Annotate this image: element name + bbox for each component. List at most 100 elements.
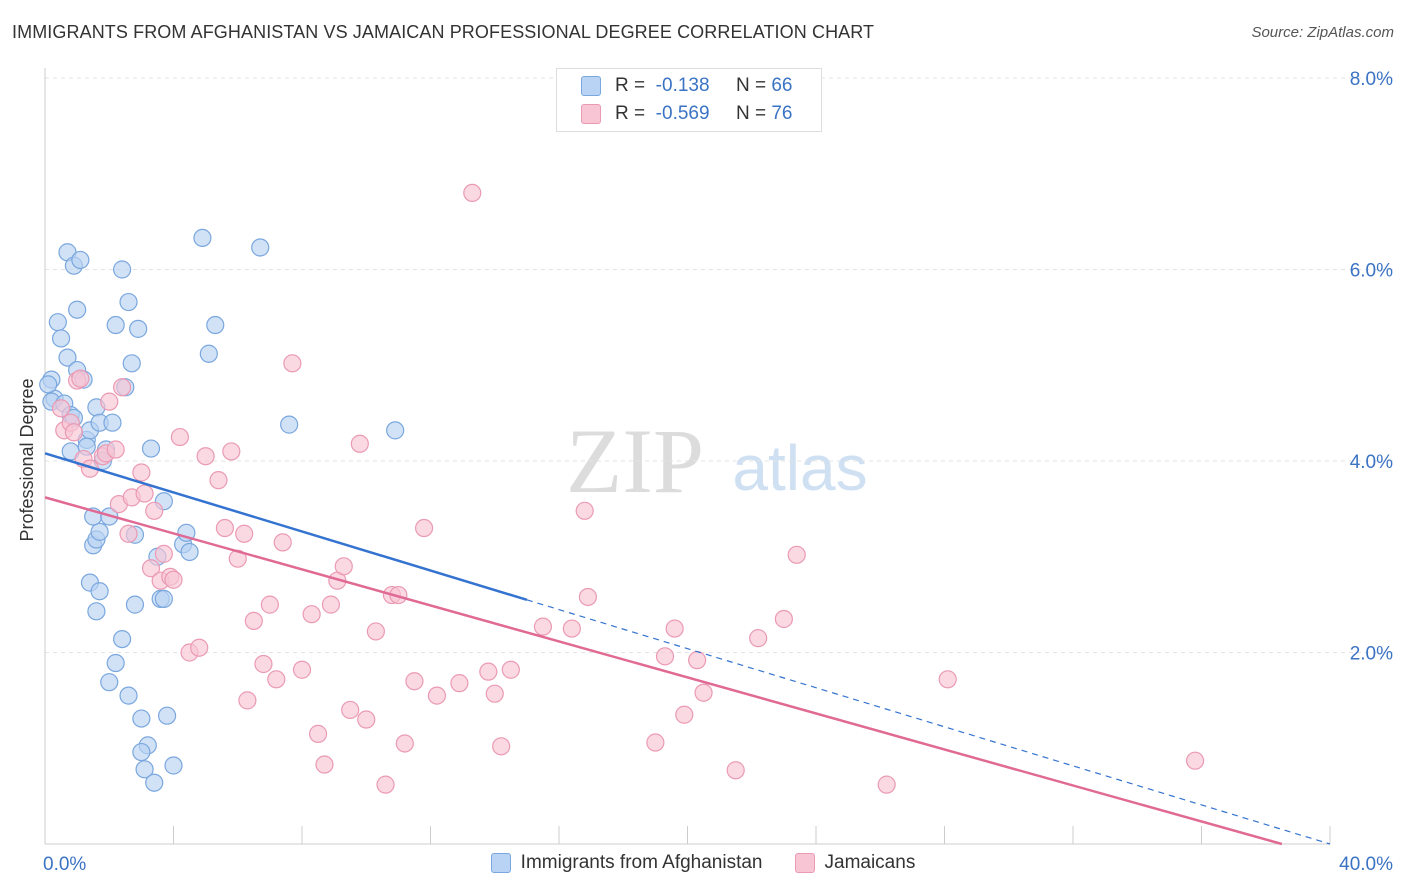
afghanistan-point	[58, 348, 77, 367]
jamaican-point	[646, 733, 665, 752]
r-value: -0.569	[655, 103, 710, 124]
jamaican-point	[877, 775, 896, 794]
afghanistan-point	[119, 292, 138, 312]
jamaican-point	[774, 609, 793, 629]
jamaican-trend-line	[44, 496, 1283, 846]
x-tick-label: 40.0%	[1339, 854, 1393, 875]
afghanistan-point	[125, 595, 145, 614]
watermark-zip: ZIP	[566, 410, 704, 512]
jamaican-point	[414, 518, 434, 538]
y-tick-label: 6.0%	[1350, 261, 1393, 282]
jamaican-point	[112, 378, 132, 397]
afghanistan-point	[90, 522, 109, 541]
jamaican-point	[196, 447, 215, 466]
jamaican-point	[100, 392, 119, 411]
afghanistan-point	[206, 315, 225, 335]
pink-swatch	[794, 853, 815, 873]
jamaican-point	[492, 737, 511, 756]
blue-swatch	[581, 76, 601, 96]
jamaican-point	[485, 684, 504, 703]
legend-item-jamaicans: Jamaicans	[794, 852, 916, 874]
jamaican-point	[170, 427, 190, 447]
jamaican-point	[71, 369, 90, 388]
jamaican-point	[244, 611, 263, 631]
jamaican-point	[292, 660, 312, 679]
afghanistan-point	[71, 250, 90, 270]
y-tick-label: 4.0%	[1350, 452, 1393, 473]
afghanistan-point	[145, 773, 164, 792]
afghanistan-point	[157, 706, 177, 725]
jamaican-point	[321, 595, 341, 614]
jamaican-point	[575, 501, 594, 520]
jamaican-point	[273, 533, 292, 552]
jamaican-point	[376, 775, 395, 794]
jamaican-point	[675, 705, 694, 724]
afghanistan-point	[141, 439, 161, 458]
x-tick-label: 0.0%	[43, 854, 86, 875]
r-label: R =	[615, 75, 646, 96]
jamaican-point	[154, 544, 173, 563]
n-label: N =	[735, 103, 767, 124]
correlation-legend: R = -0.138 N = 66 R = -0.569 N = 76	[556, 68, 822, 132]
legend-row-pink: R = -0.569 N = 76	[581, 101, 792, 127]
afghanistan-point	[132, 709, 151, 728]
jamaican-point	[1185, 751, 1205, 770]
jamaican-point	[533, 617, 553, 636]
jamaican-point	[463, 183, 482, 202]
afghanistan-point	[164, 756, 183, 775]
jamaican-point	[141, 559, 161, 578]
jamaican-point	[694, 683, 713, 702]
jamaican-point	[501, 660, 520, 679]
jamaican-point	[688, 651, 707, 670]
jamaican-point	[267, 670, 286, 689]
jamaican-point	[302, 605, 321, 624]
afghanistan-point	[106, 653, 125, 673]
afghanistan-trend-line	[44, 452, 528, 602]
watermark-atlas: atlas	[732, 432, 867, 504]
afghanistan-point	[119, 686, 138, 705]
jamaican-point	[787, 545, 806, 564]
jamaican-point	[427, 686, 447, 705]
jamaican-point	[341, 700, 360, 720]
jamaican-point	[260, 595, 279, 614]
afghanistan-point	[68, 300, 87, 319]
jamaican-point	[308, 724, 328, 743]
jamaican-point	[145, 501, 164, 520]
afghanistan-point	[180, 542, 199, 562]
jamaican-point	[119, 524, 138, 543]
jamaican-point	[357, 710, 376, 729]
afghanistan-point	[39, 375, 58, 394]
afghanistan-point	[106, 315, 125, 335]
jamaican-point	[254, 654, 273, 674]
jamaican-point	[315, 755, 334, 774]
jamaican-point	[405, 672, 424, 691]
y-tick-label: 8.0%	[1350, 69, 1393, 90]
n-value: 66	[771, 75, 793, 96]
jamaican-point	[578, 587, 598, 607]
legend-row-blue: R = -0.138 N = 66	[581, 73, 792, 99]
jamaican-point	[479, 662, 498, 681]
afghanistan-point	[87, 602, 106, 621]
afghanistan-point	[154, 589, 173, 608]
afghanistan-trend-extension	[526, 599, 1331, 845]
jamaican-point	[749, 629, 768, 648]
afghanistan-point	[199, 344, 218, 363]
jamaican-point	[135, 484, 154, 503]
pink-swatch	[581, 104, 601, 124]
jamaican-point	[562, 619, 581, 638]
legend-label: Immigrants from Afghanistan	[520, 852, 763, 873]
afghanistan-point	[51, 329, 71, 348]
chart-title: IMMIGRANTS FROM AFGHANISTAN VS JAMAICAN …	[12, 22, 875, 42]
afghanistan-point	[100, 673, 119, 692]
afghanistan-point	[132, 742, 151, 762]
legend-label: Jamaicans	[824, 852, 916, 873]
r-label: R =	[615, 103, 646, 124]
jamaican-point	[222, 442, 241, 461]
afghanistan-point	[135, 760, 154, 779]
jamaican-point	[938, 670, 957, 689]
y-tick-label: 2.0%	[1350, 644, 1393, 665]
afghanistan-point	[122, 354, 141, 373]
afghanistan-point	[112, 629, 132, 649]
jamaican-point	[655, 647, 675, 666]
